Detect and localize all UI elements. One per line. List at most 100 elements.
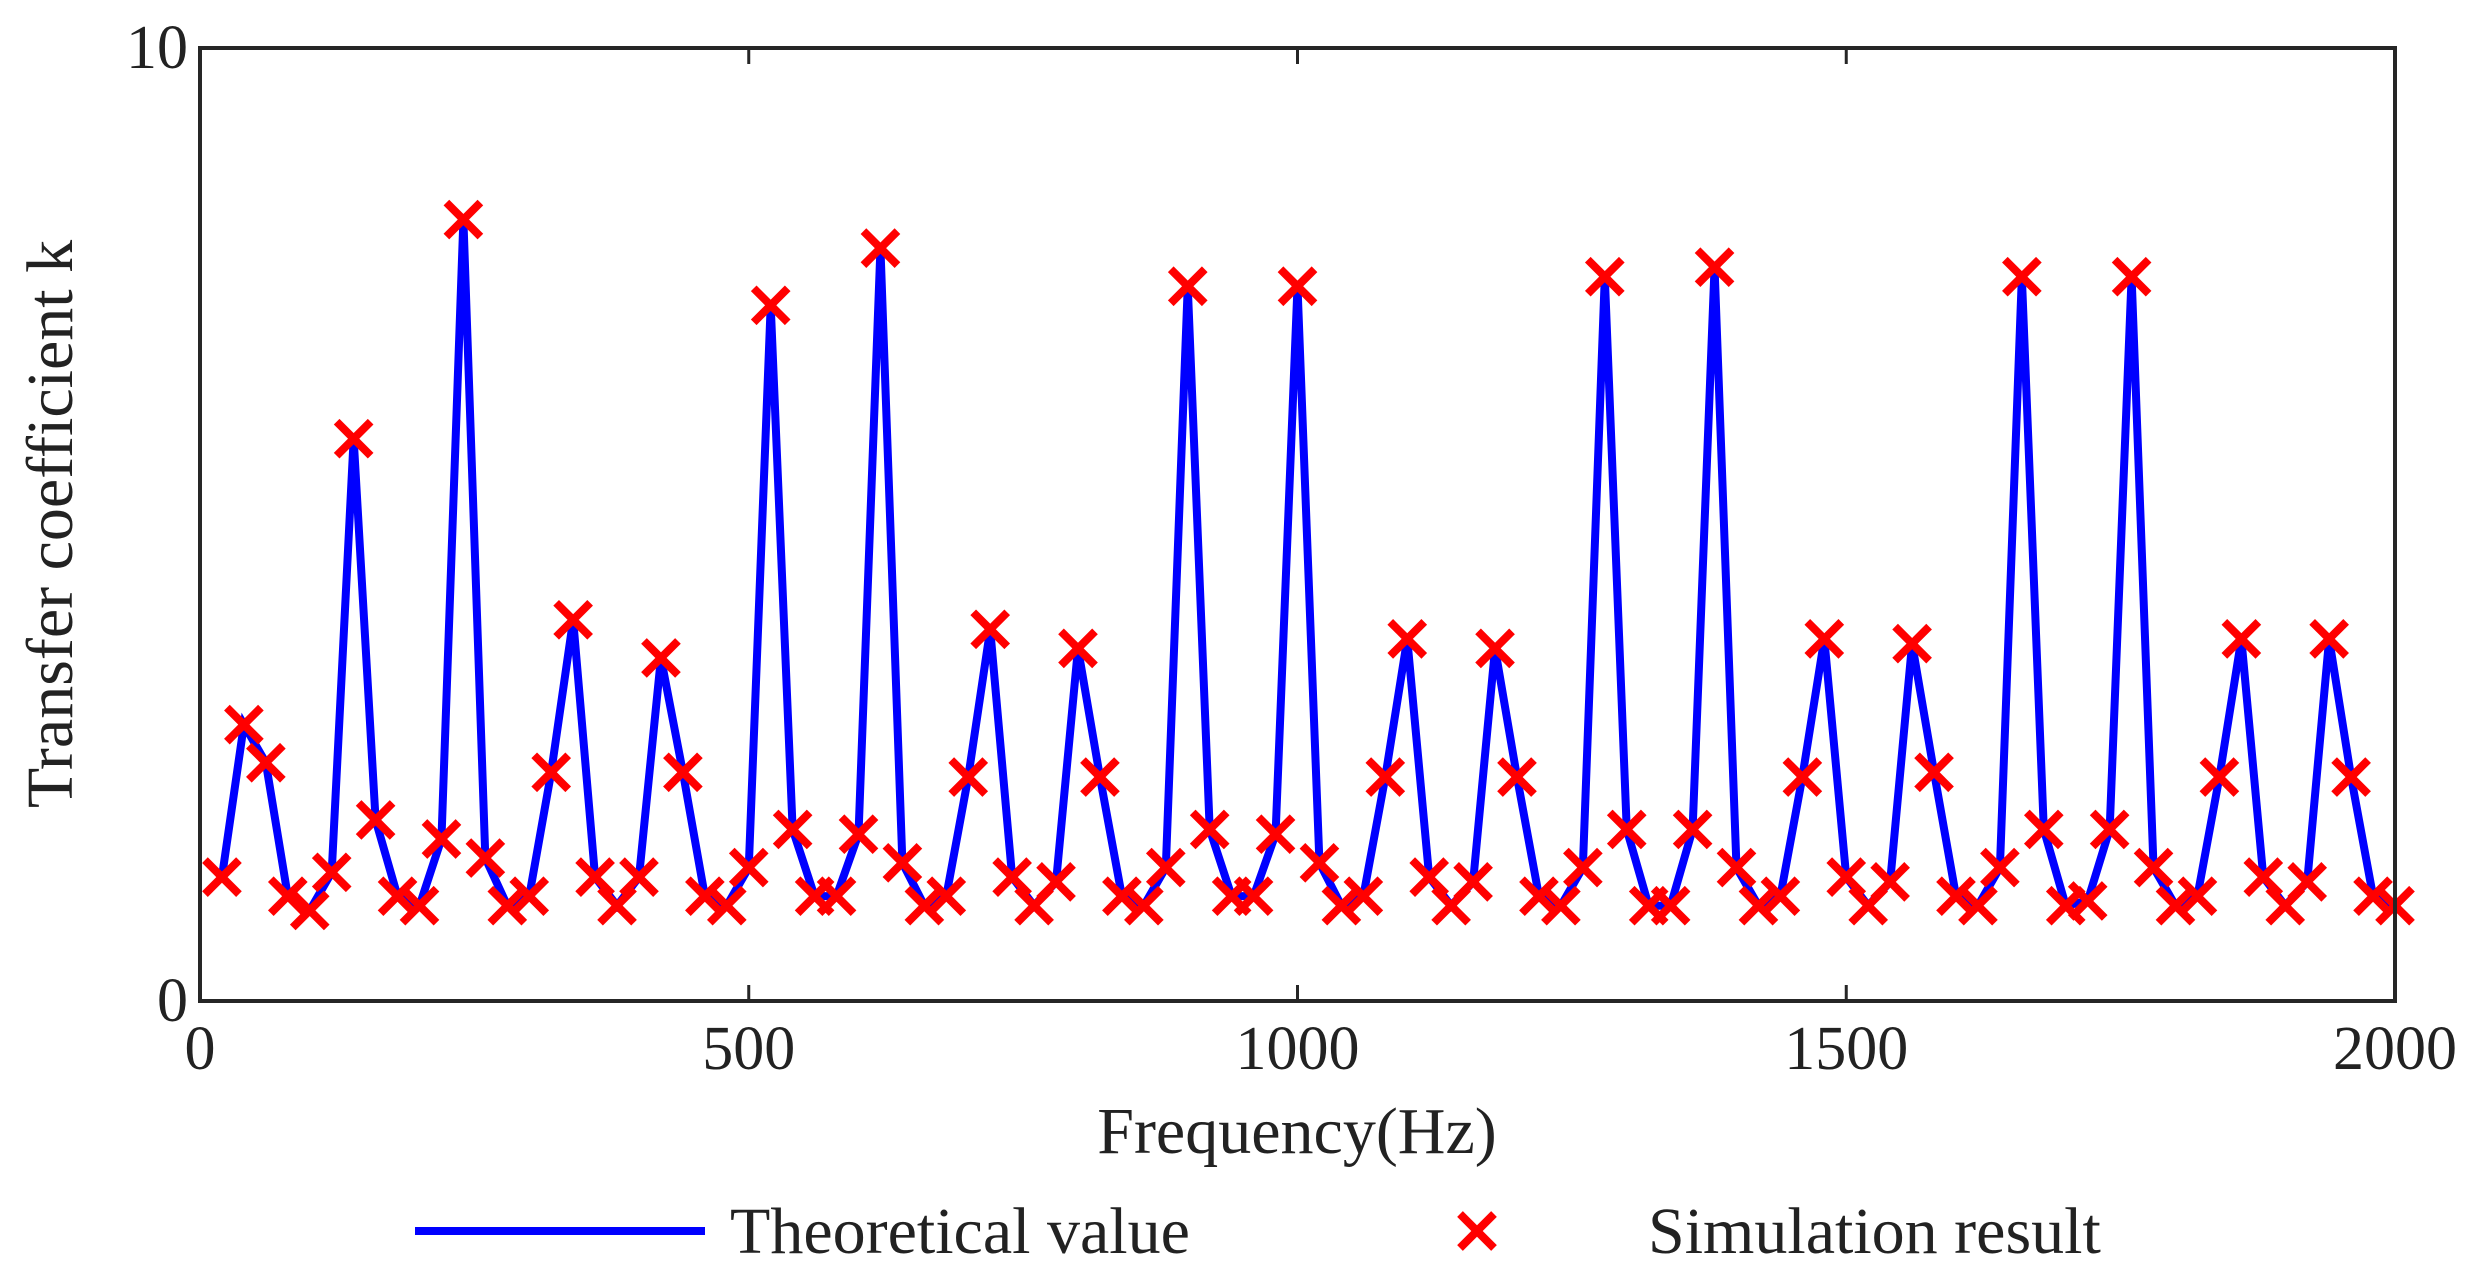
y-axis-label: Transfer coefficient k <box>14 240 87 808</box>
simulation-point-1100 <box>1387 619 1428 659</box>
simulation-point-680 <box>926 876 967 916</box>
simulation-point-360 <box>575 857 615 897</box>
simulation-point-1920 <box>2287 862 2328 902</box>
x-tick-label-2000: 2000 <box>2333 1015 2457 1083</box>
simulation-point-460 <box>685 876 725 916</box>
simulation-point-1200 <box>1497 757 1537 797</box>
simulation-point-960 <box>1233 876 1274 916</box>
plot-area-frame <box>198 46 2397 1003</box>
simulation-point-1980 <box>2353 876 2393 916</box>
simulation-point-280 <box>487 885 528 926</box>
simulation-point-1360 <box>1672 809 1713 850</box>
simulation-point-1680 <box>2023 809 2064 850</box>
simulation-point-380 <box>597 885 637 926</box>
simulation-point-1120 <box>1409 857 1450 897</box>
simulation-point-1160 <box>1453 862 1493 902</box>
simulation-point-300 <box>509 876 550 916</box>
simulation-point-600 <box>838 814 879 855</box>
simulation-point-1860 <box>2221 619 2262 659</box>
y-tick-label-0: 0 <box>157 967 188 1035</box>
simulation-point-80 <box>267 876 308 916</box>
simulation-point-520 <box>750 285 791 326</box>
simulation-point-1220 <box>1519 876 1559 916</box>
simulation-point-1340 <box>1650 885 1691 926</box>
simulation-point-540 <box>772 809 813 850</box>
x-axis-label: Frequency(Hz) <box>1097 1095 1496 1168</box>
simulation-point-1620 <box>1958 885 1998 926</box>
simulation-point-1780 <box>2133 847 2174 888</box>
x-tick-label-1500: 1500 <box>1784 1015 1908 1083</box>
simulation-point-740 <box>992 857 1032 897</box>
simulation-point-900 <box>1167 266 1208 307</box>
simulation-point-1960 <box>2331 757 2371 797</box>
x-tick-label-1000: 1000 <box>1236 1015 1360 1083</box>
simulation-point-140 <box>333 418 374 459</box>
simulation-point-580 <box>816 876 857 916</box>
simulation-point-1820 <box>2177 876 2218 916</box>
simulation-point-1660 <box>2002 256 2042 297</box>
simulation-point-200 <box>399 885 440 926</box>
simulation-point-1760 <box>2111 256 2152 297</box>
simulation-point-1580 <box>1914 752 1954 793</box>
simulation-point-440 <box>663 752 703 793</box>
legend-simulation-swatch <box>1457 1211 1497 1251</box>
simulation-point-800 <box>1058 628 1098 669</box>
simulation-point-660 <box>904 885 945 926</box>
simulation-point-700 <box>948 757 989 797</box>
y-tick-label-10: 10 <box>126 14 188 82</box>
simulation-point-1240 <box>1541 885 1581 926</box>
simulation-point-40 <box>224 704 264 745</box>
simulation-point-480 <box>706 885 747 926</box>
simulation-point-500 <box>728 847 769 888</box>
simulation-point-160 <box>355 800 396 840</box>
simulation-point-720 <box>970 609 1011 650</box>
legend: Theoretical value Simulation result <box>415 1195 2101 1268</box>
simulation-point-120 <box>311 852 352 893</box>
theoretical-value-line <box>217 219 2397 917</box>
x-tick-label-0: 0 <box>185 1015 216 1083</box>
simulation-point-1880 <box>2243 857 2284 897</box>
simulation-point-1420 <box>1738 885 1779 926</box>
simulation-point-1840 <box>2199 757 2240 797</box>
ticks-layer <box>198 48 2397 1001</box>
simulation-point-1440 <box>1760 876 1801 916</box>
simulation-point-1060 <box>1343 876 1384 916</box>
simulation-point-240 <box>443 199 484 240</box>
simulation-point-220 <box>421 819 462 859</box>
simulation-point-340 <box>553 599 593 640</box>
simulation-point-1720 <box>2067 881 2108 921</box>
simulation-point-1300 <box>1606 809 1647 850</box>
simulation-point-1380 <box>1694 247 1735 288</box>
simulation-point-880 <box>1145 847 1186 888</box>
simulation-point-320 <box>531 752 572 793</box>
simulation-point-420 <box>641 638 681 678</box>
simulation-point-20 <box>202 857 242 897</box>
legend-theoretical-label: Theoretical value <box>730 1195 1190 1268</box>
simulation-point-1460 <box>1782 757 1823 797</box>
simulation-point-260 <box>465 838 506 878</box>
simulation-point-60 <box>246 742 286 783</box>
x-tick-label-500: 500 <box>702 1015 795 1083</box>
simulation-point-1640 <box>1980 847 2020 888</box>
simulation-point-400 <box>619 857 659 897</box>
simulation-point-840 <box>1102 876 1142 916</box>
simulation-point-1500 <box>1826 857 1867 897</box>
simulation-point-1080 <box>1365 757 1406 797</box>
legend-simulation-marker <box>1457 1211 1497 1251</box>
simulation-point-1280 <box>1584 256 1625 297</box>
simulation-point-820 <box>1080 757 1120 797</box>
simulation-point-1800 <box>2155 885 2196 926</box>
simulation-point-980 <box>1255 814 1296 855</box>
simulation-point-860 <box>1124 885 1164 926</box>
series-layer <box>202 199 2415 931</box>
legend-simulation-label: Simulation result <box>1648 1195 2101 1268</box>
simulation-point-1180 <box>1475 628 1515 669</box>
simulation-point-780 <box>1036 862 1076 902</box>
simulation-point-1560 <box>1892 623 1932 664</box>
simulation-point-1400 <box>1716 847 1757 888</box>
simulation-point-1940 <box>2309 619 2349 659</box>
simulation-point-100 <box>289 890 330 931</box>
simulation-point-1480 <box>1804 619 1845 659</box>
simulation-point-180 <box>377 876 418 916</box>
